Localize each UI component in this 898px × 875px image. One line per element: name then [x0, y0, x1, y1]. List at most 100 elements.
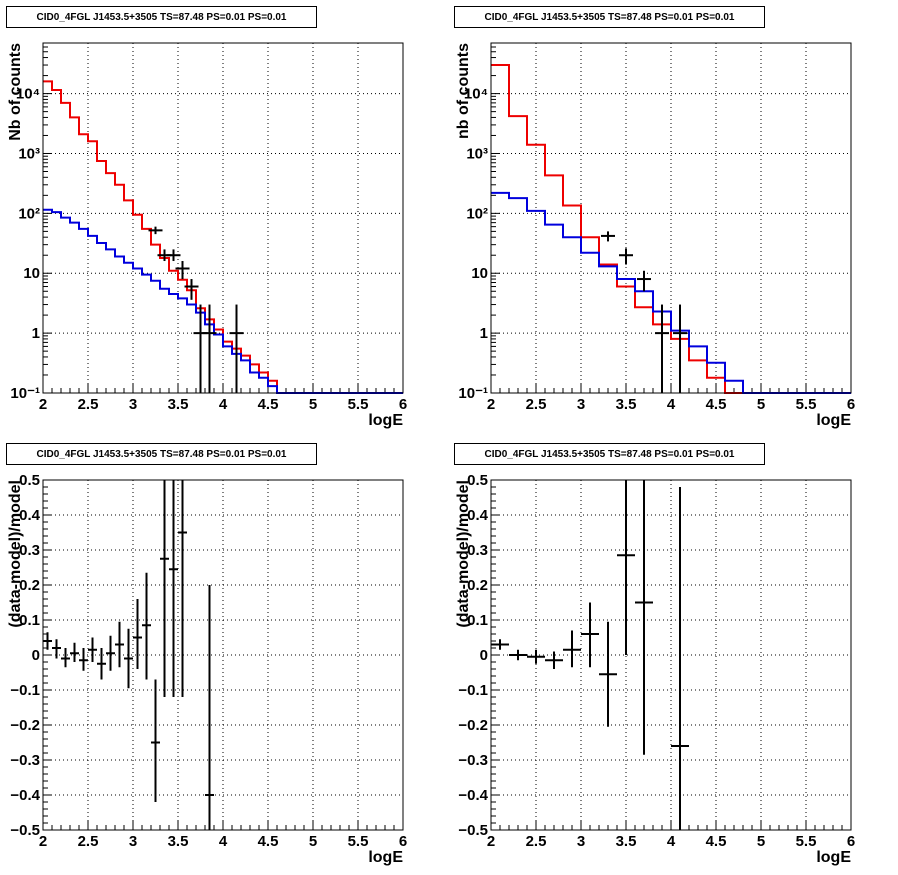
x-tick-label: 4 — [667, 396, 676, 413]
x-tick-label: 3.5 — [168, 396, 189, 413]
x-tick-label: 6 — [399, 396, 407, 413]
data-point — [133, 599, 142, 669]
y-tick-label: 0.5 — [467, 472, 488, 489]
x-axis-title: logE — [816, 412, 851, 429]
series-residuals — [491, 480, 689, 830]
data-point — [151, 679, 160, 802]
data-point — [635, 480, 653, 755]
x-axis-title: logE — [816, 849, 851, 866]
y-tick-label: 10⁴ — [16, 86, 40, 103]
series-data — [148, 226, 244, 393]
data-point — [509, 649, 527, 661]
data-point — [70, 642, 79, 662]
data-point — [124, 628, 133, 689]
series-data — [601, 231, 687, 393]
chart-panel-1: 2 2.5 3 3.5 4 4.5 5 5.5 6 10⁻¹ 1 10 10² 10³ 10⁴ logE nb … — [455, 42, 855, 429]
y-tick-label: 10 — [23, 265, 40, 282]
data-point — [166, 249, 181, 262]
data-point — [184, 279, 199, 300]
y-tick-label: 0.4 — [19, 507, 41, 524]
data-point — [52, 639, 61, 659]
data-point — [581, 602, 599, 668]
y-axis-title: (data-model)/model — [455, 480, 472, 628]
y-axis-title: nb of counts — [455, 43, 472, 139]
panel-title-top-right: CID0_4FGL J1453.5+3505 TS=87.48 PS=0.01 … — [454, 6, 765, 28]
x-tick-label: 2.5 — [78, 833, 99, 850]
y-tick-label: 0 — [480, 647, 488, 664]
plot-frame — [42, 42, 404, 394]
x-tick-label: 5.5 — [796, 396, 817, 413]
data-point — [545, 651, 563, 669]
y-tick-label: 0.1 — [467, 612, 488, 629]
data-point — [169, 480, 178, 697]
data-point — [205, 585, 214, 830]
x-tick-label: 4 — [219, 833, 228, 850]
y-tick-label: −0.3 — [458, 752, 488, 769]
x-tick-label: 5.5 — [796, 833, 817, 850]
x-axis-title: logE — [368, 849, 403, 866]
y-tick-label: 1 — [480, 325, 488, 342]
x-tick-label: 5 — [757, 833, 765, 850]
data-point — [527, 649, 545, 664]
y-tick-label: −0.5 — [458, 822, 488, 839]
data-point — [79, 648, 88, 671]
y-tick-label: −0.4 — [458, 787, 488, 804]
y-tick-label: 0.3 — [467, 542, 488, 559]
x-tick-label: 4 — [219, 396, 228, 413]
data-point — [61, 648, 70, 668]
x-tick-label: 2.5 — [526, 833, 547, 850]
y-tick-label: −0.5 — [10, 822, 40, 839]
data-point — [655, 304, 669, 393]
y-tick-label: 10⁻¹ — [10, 385, 40, 402]
x-tick-label: 2 — [39, 833, 47, 850]
panel-title-bottom-right: CID0_4FGL J1453.5+3505 TS=87.48 PS=0.01 … — [454, 443, 765, 465]
x-tick-label: 5 — [309, 396, 317, 413]
x-tick-labels: 2 2.5 3 3.5 4 4.5 5 5.5 6 — [39, 396, 407, 413]
plot-frame — [490, 479, 852, 831]
chart-panel-0: 2 2.5 3 3.5 4 4.5 5 5.5 6 10⁻¹ 1 10 10² 10³ 10⁴ logE Nb … — [7, 42, 407, 429]
data-point — [673, 304, 687, 393]
x-tick-label: 2.5 — [78, 396, 99, 413]
data-point — [106, 635, 115, 671]
data-point — [599, 621, 617, 727]
y-tick-label: −0.3 — [10, 752, 40, 769]
grid-lines — [43, 480, 403, 830]
data-point — [88, 637, 97, 662]
x-tick-label: 6 — [847, 833, 855, 850]
y-tick-labels: 10⁻¹ 1 10 10² 10³ 10⁴ — [458, 86, 488, 402]
data-point — [97, 648, 106, 680]
y-tick-label: 10⁴ — [464, 86, 488, 103]
data-point — [563, 630, 581, 668]
x-tick-label: 5.5 — [348, 396, 369, 413]
series-model_bkg — [491, 191, 851, 394]
data-point — [671, 487, 689, 830]
x-tick-label: 2 — [487, 833, 495, 850]
y-tick-label: 0.1 — [19, 612, 40, 629]
data-point — [491, 639, 509, 650]
x-tick-label: 4.5 — [258, 396, 279, 413]
x-tick-label: 5 — [309, 833, 317, 850]
series-residuals — [43, 480, 214, 830]
data-point — [601, 231, 615, 242]
minor-ticks — [490, 479, 852, 831]
data-point — [142, 572, 151, 680]
data-point — [637, 270, 651, 292]
y-tick-labels: −0.5 −0.4 −0.3 −0.2 −0.1 0 0.1 0.2 0.3 0.4 0.5 — [458, 472, 488, 839]
x-tick-label: 4.5 — [258, 833, 279, 850]
panel-title-bottom-left: CID0_4FGL J1453.5+3505 TS=87.48 PS=0.01 … — [6, 443, 317, 465]
x-tick-label: 4.5 — [706, 833, 727, 850]
x-tick-label: 5.5 — [348, 833, 369, 850]
y-tick-label: 0.2 — [467, 577, 488, 594]
y-tick-label: 0 — [32, 647, 40, 664]
y-tick-label: −0.2 — [458, 717, 488, 734]
y-tick-label: −0.1 — [10, 682, 40, 699]
y-tick-label: 0.4 — [467, 507, 489, 524]
y-tick-labels: 10⁻¹ 1 10 10² 10³ 10⁴ — [10, 86, 40, 402]
x-tick-label: 3.5 — [616, 396, 637, 413]
data-point — [148, 226, 163, 235]
y-axis-title: (data-model)/model — [7, 480, 24, 628]
data-point — [202, 304, 217, 393]
y-tick-label: −0.4 — [10, 787, 40, 804]
data-point — [617, 480, 635, 655]
